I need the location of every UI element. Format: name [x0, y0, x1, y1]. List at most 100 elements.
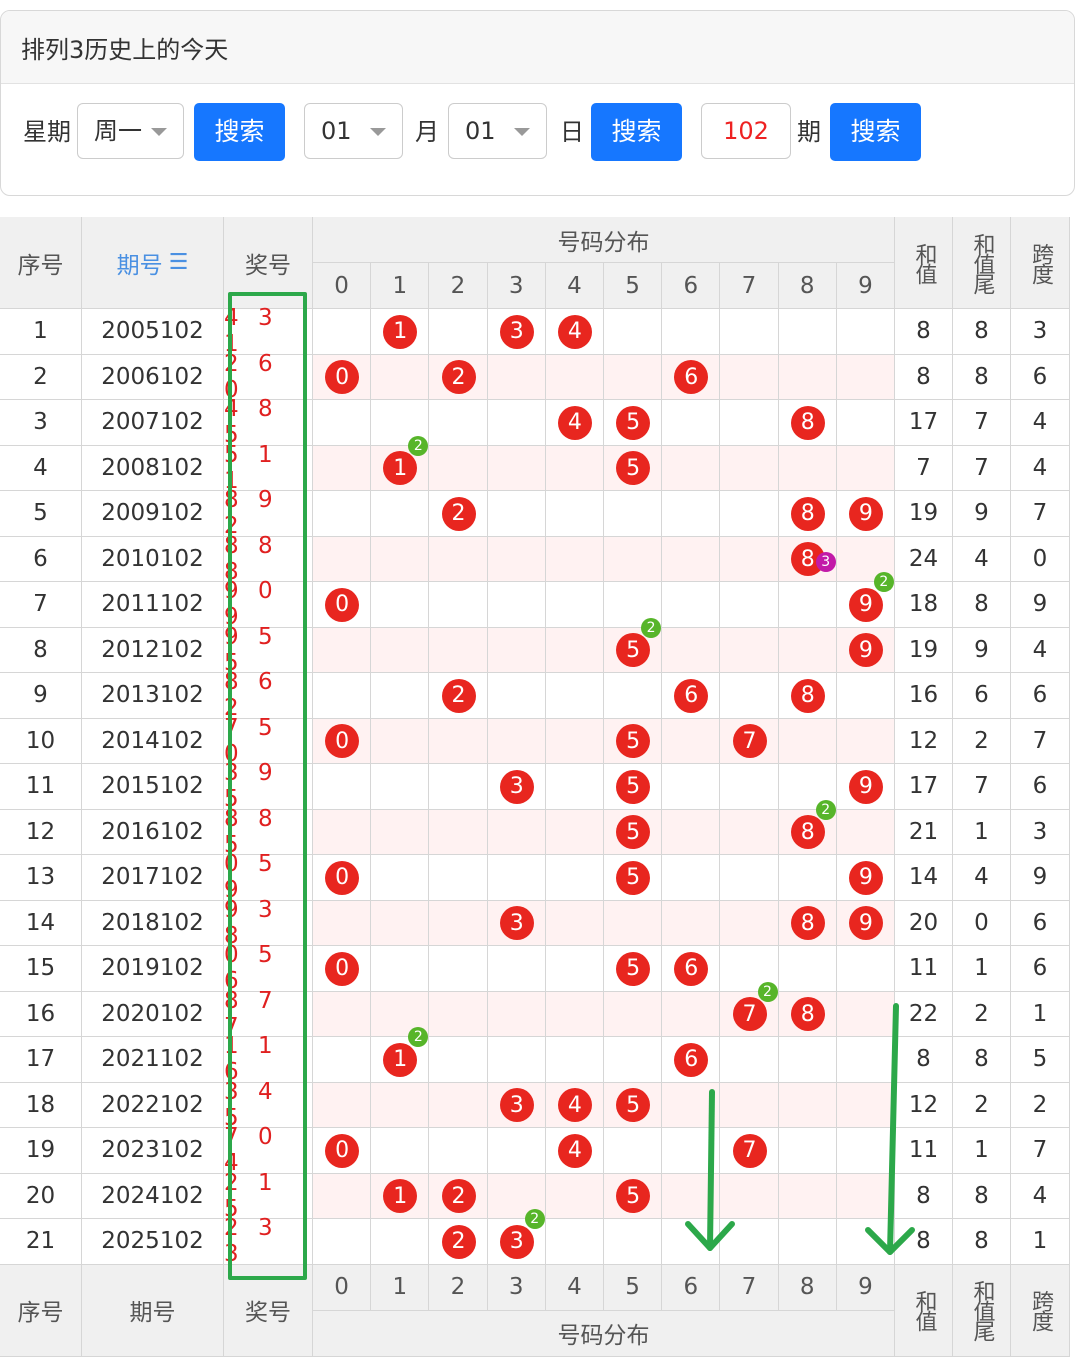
header-digit: 6 — [662, 263, 721, 309]
table-row-prize: 8 8 8 — [224, 533, 313, 585]
number-ball: 6 — [674, 951, 709, 986]
dist-cell — [429, 809, 488, 855]
chevron-down-icon — [514, 128, 530, 136]
table-row-seq: 18 — [0, 1082, 82, 1128]
table-row-seq: 10 — [0, 718, 82, 764]
dist-cell — [836, 400, 895, 446]
table-row-sum-tail: 7 — [953, 400, 1011, 446]
number-ball: 1 — [383, 451, 418, 486]
dist-cell — [604, 309, 663, 355]
number-ball: 8 — [790, 997, 825, 1032]
dist-cell — [371, 627, 430, 673]
header-digit: 3 — [487, 263, 546, 309]
dist-cell — [778, 946, 837, 992]
table-row-seq: 6 — [0, 536, 82, 582]
table-row-prize: 1 1 6 — [224, 1033, 313, 1085]
number-ball: 0 — [325, 860, 360, 895]
dist-cell — [720, 536, 779, 582]
dist-cell — [662, 627, 721, 673]
table-row-sum-tail: 8 — [953, 309, 1011, 355]
header-sum-tail: 和值尾 — [953, 217, 1011, 309]
repeat-count-badge: 2 — [408, 435, 429, 456]
issue-search-button[interactable]: 搜索 — [830, 103, 921, 161]
header-digit: 9 — [836, 263, 895, 309]
dist-cell — [487, 991, 546, 1037]
dist-cell — [778, 1128, 837, 1174]
header-digit: 2 — [429, 263, 488, 309]
table-row-sum: 17 — [895, 764, 953, 810]
dist-cell — [545, 1219, 604, 1265]
dist-cell — [371, 536, 430, 582]
dist-cell — [720, 354, 779, 400]
table-row-prize: 4 8 5 — [224, 396, 313, 448]
dist-cell — [720, 400, 779, 446]
dist-cell — [720, 627, 779, 673]
dist-cell — [313, 1219, 372, 1265]
dist-cell — [778, 627, 837, 673]
date-search-button[interactable]: 搜索 — [591, 103, 682, 161]
header-dist: 号码分布 — [313, 217, 895, 263]
dist-cell — [429, 582, 488, 628]
table-row-prize: 8 9 2 — [224, 487, 313, 539]
table-row-prize: 7 0 4 — [224, 1124, 313, 1176]
dist-cell — [487, 855, 546, 901]
day-select[interactable]: 01 — [448, 103, 547, 159]
table-row-seq: 14 — [0, 900, 82, 946]
dist-cell — [604, 673, 663, 719]
number-ball: 5 — [616, 633, 651, 668]
dist-cell — [662, 491, 721, 537]
weekday-select[interactable]: 周一 — [77, 103, 184, 159]
dist-cell — [545, 855, 604, 901]
table-row-sum-tail: 1 — [953, 809, 1011, 855]
header-span-text: 跨度 — [1028, 242, 1053, 283]
table-row-sum-tail: 8 — [953, 1219, 1011, 1265]
table-row-seq: 20 — [0, 1173, 82, 1219]
number-ball: 8 — [790, 678, 825, 713]
table-row-prize: 7 5 0 — [224, 715, 313, 767]
issue-input[interactable]: 102 — [701, 103, 791, 159]
month-label: 月 — [415, 118, 439, 146]
number-ball: 8 — [790, 496, 825, 531]
sort-icon[interactable]: ☰ — [168, 250, 189, 275]
table-row-span: 3 — [1011, 309, 1070, 355]
number-ball: 2 — [441, 496, 476, 531]
table-row-prize: 5 1 1 — [224, 442, 313, 494]
header-issue[interactable]: 期号 ☰ — [82, 217, 224, 309]
dist-cell — [371, 809, 430, 855]
repeat-count-badge: 2 — [524, 1209, 545, 1229]
table-row-span: 9 — [1011, 582, 1070, 628]
number-ball: 5 — [616, 951, 651, 986]
dist-cell — [545, 491, 604, 537]
table-row-span: 6 — [1011, 673, 1070, 719]
table-row-prize: 8 6 2 — [224, 669, 313, 721]
table-row-prize: 8 7 7 — [224, 988, 313, 1040]
dist-cell — [371, 855, 430, 901]
dist-cell — [313, 764, 372, 810]
header-sum-tail-text: 和值尾 — [969, 232, 995, 293]
dist-cell — [487, 536, 546, 582]
table-row-issue: 2006102 — [82, 354, 224, 400]
table-row-span: 6 — [1011, 900, 1070, 946]
number-ball: 3 — [499, 769, 534, 804]
table-row-seq: 3 — [0, 400, 82, 446]
dist-cell — [371, 1128, 430, 1174]
table-row-prize: 3 4 5 — [224, 1079, 313, 1131]
month-select[interactable]: 01 — [304, 103, 403, 159]
table-row-issue: 2014102 — [82, 718, 224, 764]
dist-cell — [313, 1037, 372, 1083]
table-row-sum: 8 — [895, 1219, 953, 1265]
header-prize: 奖号 — [224, 217, 313, 309]
number-ball: 0 — [325, 587, 360, 622]
table-row-sum-tail: 7 — [953, 764, 1011, 810]
dist-cell — [313, 900, 372, 946]
footer-digit: 6 — [662, 1264, 721, 1311]
number-ball: 1 — [383, 1042, 418, 1077]
dist-cell — [313, 400, 372, 446]
number-ball: 5 — [616, 724, 651, 759]
weekday-search-button[interactable]: 搜索 — [194, 103, 285, 161]
dist-cell — [545, 809, 604, 855]
footer-digit: 4 — [545, 1264, 604, 1311]
table-row-seq: 17 — [0, 1037, 82, 1083]
number-ball: 1 — [383, 314, 418, 349]
number-ball: 3 — [499, 1224, 534, 1259]
